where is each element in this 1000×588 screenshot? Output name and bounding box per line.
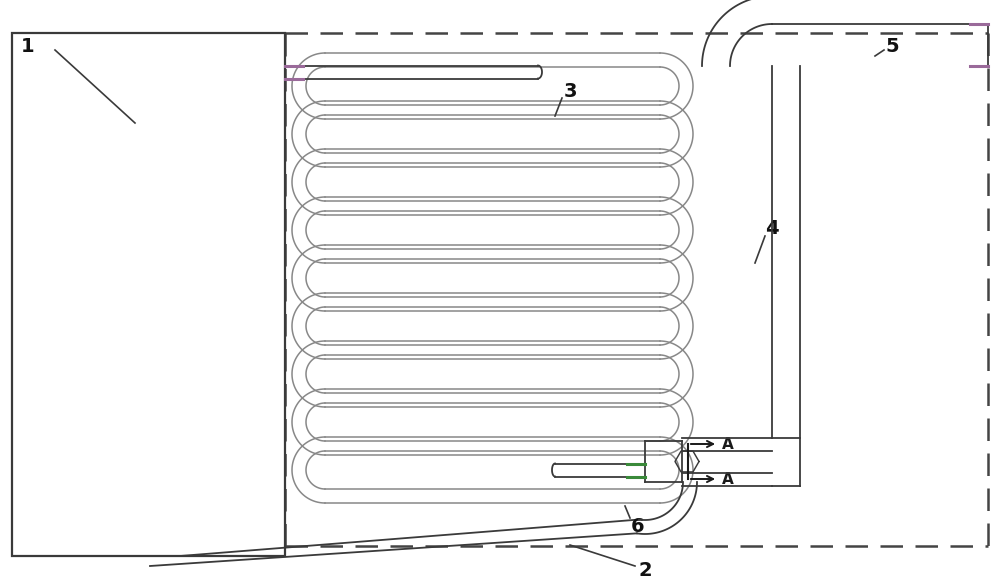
Text: 1: 1	[21, 36, 35, 55]
Text: 3: 3	[563, 82, 577, 101]
Text: 2: 2	[638, 560, 652, 580]
Text: 4: 4	[765, 219, 779, 238]
Text: A: A	[722, 436, 734, 452]
Polygon shape	[12, 33, 285, 556]
Text: A: A	[722, 472, 734, 486]
Text: 5: 5	[885, 36, 899, 55]
Text: 6: 6	[631, 516, 645, 536]
